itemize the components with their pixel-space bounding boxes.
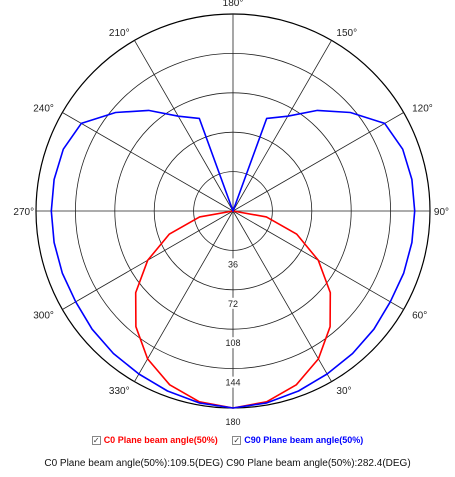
angle-tick-label: 150°: [336, 28, 357, 39]
grid-spoke: [232, 112, 404, 212]
radial-tick-label-bg: [224, 416, 242, 427]
radial-tick-label: 108: [225, 338, 240, 348]
grid-spoke: [232, 40, 332, 212]
radial-tick-label: 72: [228, 299, 238, 309]
grid-spoke: [232, 210, 332, 382]
angle-tick-label: 210°: [109, 28, 130, 39]
grid-spoke: [62, 112, 234, 212]
legend-label-c90: C90 Plane beam angle(50%): [244, 435, 364, 445]
radial-tick-label-bg: [224, 376, 242, 388]
angle-tick-label: 30°: [336, 386, 351, 397]
angle-tick-label: 60°: [412, 310, 427, 321]
series-line-c90: [50, 109, 416, 409]
radial-tick-label-bg: [224, 258, 242, 270]
radial-tick-label-bg: [224, 337, 242, 349]
radial-tick-label: 36: [228, 259, 238, 269]
radial-tick-label: 144: [225, 378, 240, 388]
legend-item-c0[interactable]: ✓ C0 Plane beam angle(50%): [91, 435, 218, 446]
angle-tick-label: 180°: [223, 0, 244, 9]
grid-spoke: [134, 210, 234, 382]
legend: ✓ C0 Plane beam angle(50%) ✓ C90 Plane bea…: [0, 435, 455, 446]
grid-spoke: [134, 40, 234, 212]
angle-tick-label: 270°: [13, 207, 34, 218]
angle-tick-label: 330°: [109, 386, 130, 397]
beam-angle-summary: C0 Plane beam angle(50%):109.5(DEG) C90 …: [44, 458, 411, 469]
legend-checkbox-c90[interactable]: ✓: [232, 436, 242, 446]
radial-tick-label-bg: [224, 297, 242, 309]
legend-checkbox-c0[interactable]: ✓: [91, 436, 101, 446]
angle-tick-label: 120°: [412, 104, 433, 115]
angle-tick-label: 90°: [434, 207, 449, 218]
radial-tick-label: 180: [225, 417, 240, 427]
angle-tick-label: 240°: [33, 104, 54, 115]
legend-item-c90[interactable]: ✓ C90 Plane beam angle(50%): [232, 435, 364, 446]
legend-label-c0: C0 Plane beam angle(50%): [103, 435, 218, 445]
polar-chart: 180°150°120°90°60°30°0°330°300°270°240°2…: [13, 0, 449, 427]
angle-tick-label: 300°: [33, 310, 54, 321]
